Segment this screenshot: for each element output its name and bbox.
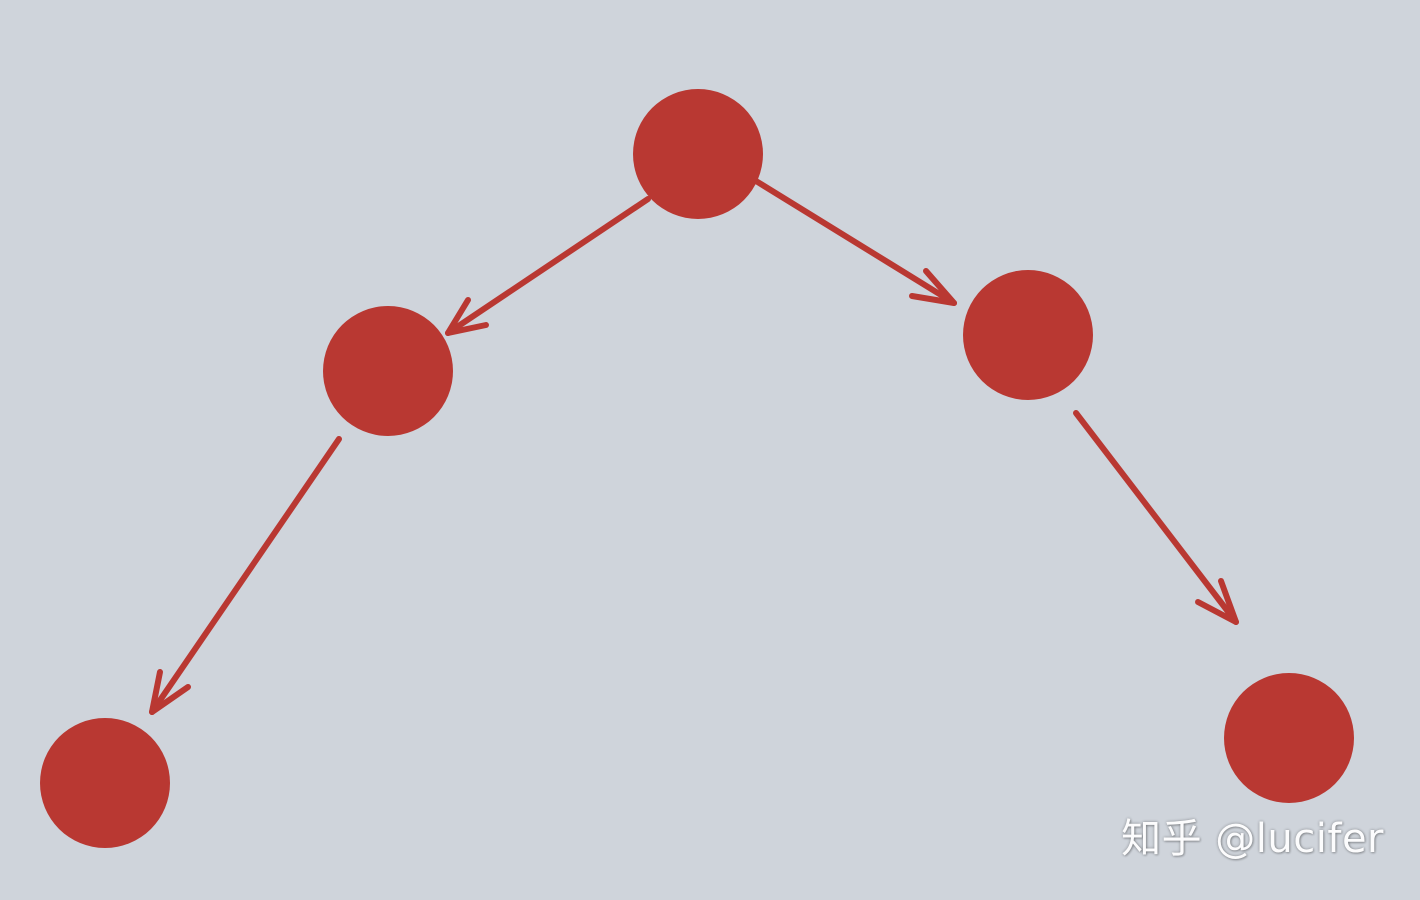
watermark-text: 知乎 @lucifer (1121, 816, 1384, 862)
edge-right-child-to-right-right-grandchild (1073, 410, 1239, 625)
node-left-child (323, 306, 453, 436)
nodes-layer (40, 89, 1354, 848)
node-left-left-grandchild (40, 718, 170, 848)
edge-root-to-left-child (445, 196, 651, 336)
edge-root-to-right-child (753, 178, 957, 306)
edges-layer (149, 178, 1239, 715)
node-root (633, 89, 763, 219)
node-right-child (963, 270, 1093, 400)
edge-left-child-to-left-left-grandchild (149, 436, 342, 715)
node-right-right-grandchild (1224, 673, 1354, 803)
